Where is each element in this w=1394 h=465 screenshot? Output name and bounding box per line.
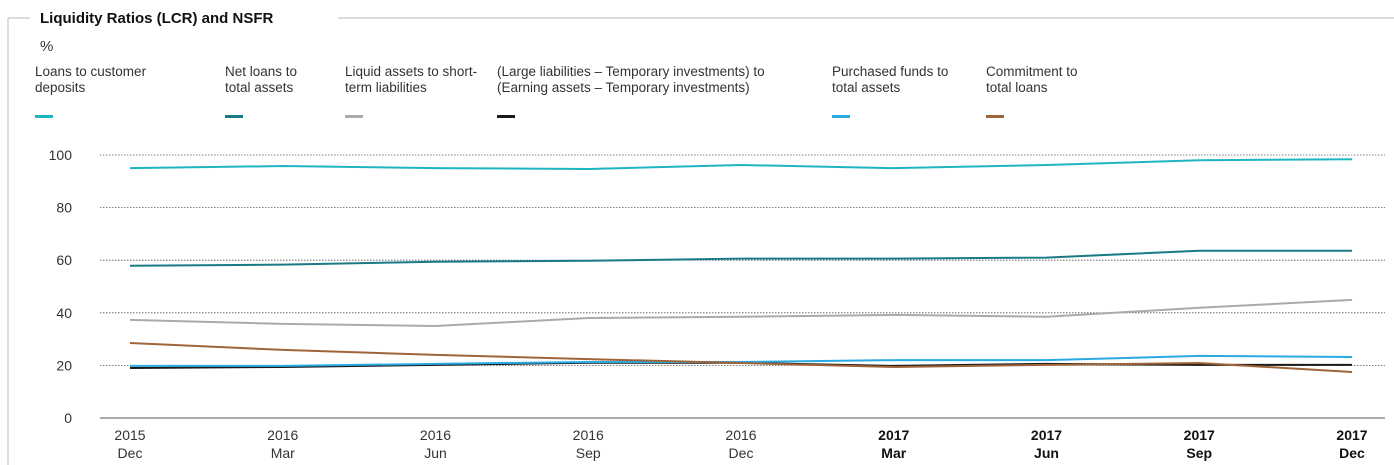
y-tick-label: 60 <box>56 252 72 268</box>
x-tick-label: 2016 <box>725 427 756 443</box>
legend-label: Purchased funds to total assets <box>832 64 949 95</box>
legend-swatch <box>986 115 1004 118</box>
legend-label: Net loans to total assets <box>225 64 298 95</box>
legend-swatch <box>225 115 243 118</box>
line <box>129 249 1352 267</box>
x-tick-label: 2017 <box>878 427 909 443</box>
x-tick-label: 2017 <box>1336 427 1367 443</box>
line <box>130 354 1353 367</box>
x-tick-label: Jun <box>1034 445 1059 461</box>
x-tick-label: Mar <box>271 445 295 461</box>
x-tick-label: Dec <box>729 445 754 461</box>
x-tick-label: Dec <box>1339 445 1365 461</box>
y-tick-label: 100 <box>49 147 73 163</box>
x-tick-label: 2016 <box>573 427 604 443</box>
x-tick-label: 2017 <box>1184 427 1215 443</box>
y-tick-label: 40 <box>56 305 72 321</box>
legend-label: (Large liabilities – Temporary investmen… <box>497 64 765 95</box>
y-tick-label: 20 <box>56 357 72 373</box>
legend-label: Liquid assets to short-term liabilities <box>345 64 478 95</box>
legend-swatch <box>35 115 53 118</box>
legend-swatch <box>345 115 363 118</box>
legend-item: (Large liabilities – Temporary investmen… <box>497 64 797 118</box>
y-tick-label: 80 <box>56 200 72 216</box>
line <box>129 158 1353 170</box>
line <box>129 298 1353 327</box>
x-tick-label: Jun <box>424 445 447 461</box>
legend-item: Net loans to total assets <box>225 64 317 118</box>
x-tick-label: 2016 <box>420 427 451 443</box>
legend-label: Commitment to total loans <box>986 64 1078 95</box>
x-tick-label: 2017 <box>1031 427 1062 443</box>
x-tick-label: Dec <box>118 445 143 461</box>
legend-swatch <box>832 115 850 118</box>
legend-item: Commitment to total loans <box>986 64 1086 118</box>
x-tick-label: Sep <box>1186 445 1212 461</box>
x-tick-label: Sep <box>576 445 601 461</box>
y-tick-label: 0 <box>64 410 72 426</box>
legend-label: Loans to customer deposits <box>35 64 147 95</box>
y-unit: % <box>40 38 53 55</box>
x-tick-label: 2015 <box>114 427 145 443</box>
legend-item: Liquid assets to short-term liabilities <box>345 64 490 118</box>
x-tick-label: Mar <box>881 445 906 461</box>
chart-title: Liquidity Ratios (LCR) and NSFR <box>40 10 273 27</box>
line <box>129 342 1353 373</box>
x-tick-label: 2016 <box>267 427 298 443</box>
legend-swatch <box>497 115 515 118</box>
legend-item: Loans to customer deposits <box>35 64 160 118</box>
legend-item: Purchased funds to total assets <box>832 64 967 118</box>
